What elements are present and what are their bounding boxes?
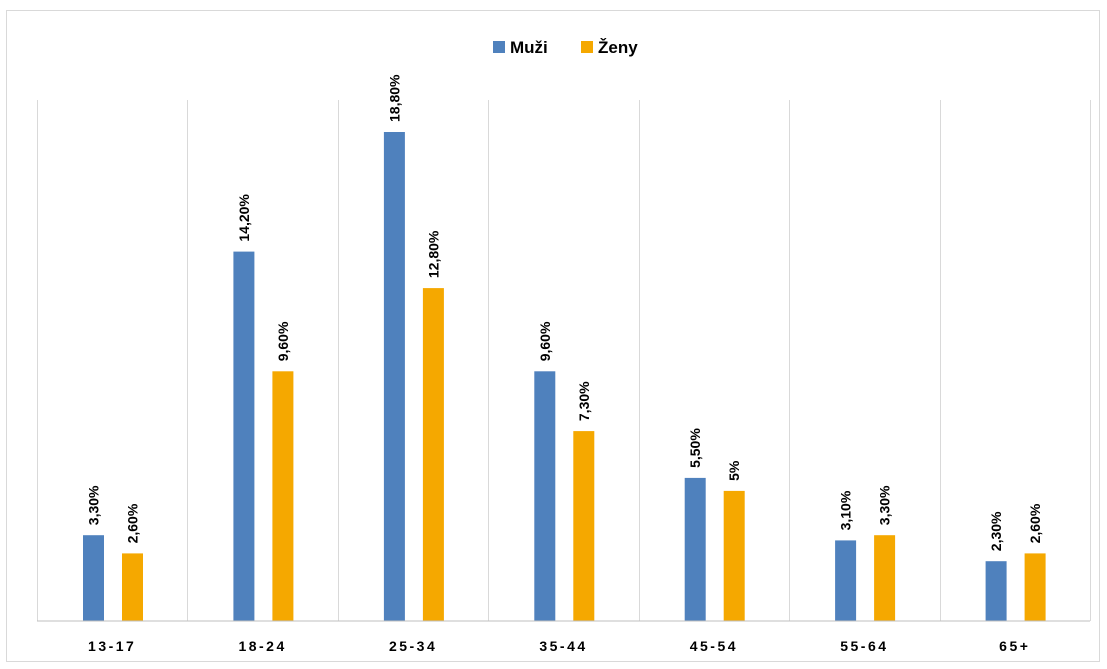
bar-muzi-45-54 — [684, 477, 706, 621]
bar-muzi-18-24 — [233, 251, 255, 621]
bar-muzi-65+ — [985, 561, 1007, 621]
data-label-zeny-45-54: 5% — [726, 460, 742, 481]
x-tick-label: 55-64 — [840, 638, 888, 654]
data-label-muzi-55-64: 3,10% — [838, 490, 854, 530]
data-label-muzi-18-24: 14,20% — [236, 194, 252, 242]
bar-zeny-13-17 — [122, 553, 143, 621]
data-label-zeny-13-17: 2,60% — [125, 503, 141, 543]
data-label-muzi-45-54: 5,50% — [687, 428, 703, 468]
bar-muzi-35-44 — [534, 371, 556, 621]
legend-swatch-zeny — [581, 41, 593, 53]
x-tick-label: 25-34 — [389, 638, 437, 654]
data-label-zeny-55-64: 3,30% — [877, 485, 893, 525]
data-label-zeny-18-24: 9,60% — [275, 321, 291, 361]
data-label-muzi-25-34: 18,80% — [386, 74, 402, 122]
x-tick-label: 35-44 — [539, 638, 587, 654]
x-tick-label: 65+ — [999, 638, 1030, 654]
bar-zeny-55-64 — [874, 535, 896, 621]
data-label-zeny-25-34: 12,80% — [425, 230, 441, 278]
bar-zeny-35-44 — [573, 431, 595, 621]
data-label-muzi-13-17: 3,30% — [86, 485, 102, 525]
x-tick-label: 13-17 — [88, 638, 136, 654]
data-label-zeny-35-44: 7,30% — [576, 381, 592, 421]
legend-label-muzi: Muži — [510, 38, 548, 57]
data-label-muzi-35-44: 9,60% — [537, 321, 553, 361]
bar-zeny-65+ — [1024, 553, 1046, 621]
bar-muzi-13-17 — [83, 535, 104, 621]
bar-muzi-55-64 — [835, 540, 857, 621]
legend-label-zeny: Ženy — [598, 38, 638, 57]
x-tick-label: 45-54 — [690, 638, 738, 654]
bar-zeny-18-24 — [272, 371, 294, 621]
bar-muzi-25-34 — [383, 132, 405, 621]
x-tick-labels: 13-17 18-24 25-34 35-44 45-54 55-64 65+ — [88, 638, 1030, 654]
legend: Muži Ženy — [493, 38, 638, 57]
x-tick-label: 18-24 — [238, 638, 286, 654]
data-label-zeny-65+: 2,60% — [1027, 503, 1043, 543]
legend-swatch-muzi — [493, 41, 505, 53]
gridlines — [37, 100, 1091, 621]
data-labels: 3,30% 2,60% 14,20% 9,60% 18,80% 12,80% 9,60% 7,… — [86, 74, 1044, 551]
bar-zeny-25-34 — [422, 288, 444, 621]
bars — [83, 132, 1046, 621]
data-label-muzi-65+: 2,30% — [988, 511, 1004, 551]
bar-zeny-45-54 — [723, 490, 745, 621]
